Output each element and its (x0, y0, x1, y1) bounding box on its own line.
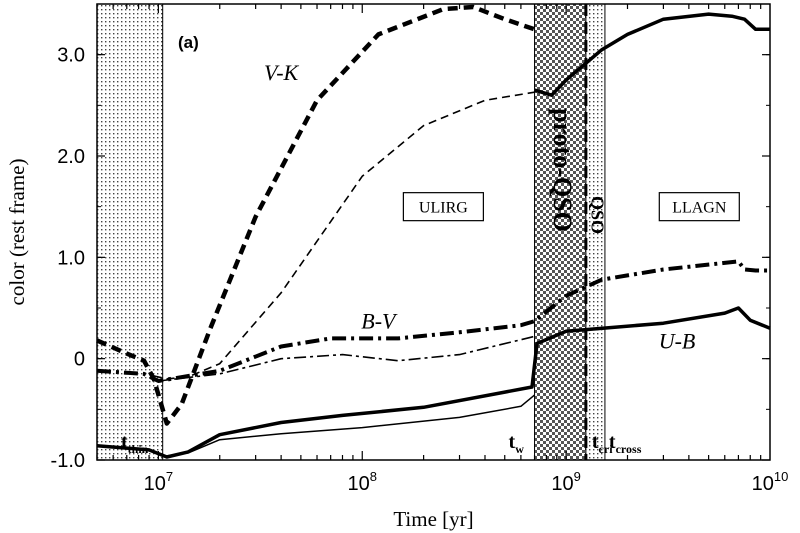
plot-border (96, 3, 771, 461)
series-label-u-b: U-B (659, 329, 696, 354)
x-axis-title: Time [yr] (393, 507, 473, 531)
series-line-unnamed-3 (158, 335, 535, 382)
y-tick-label: 3.0 (57, 45, 85, 67)
series-line-b-v (96, 259, 770, 383)
x-tick-label: 109 (551, 469, 580, 495)
y-axis-title: color (rest frame) (5, 159, 29, 306)
y-tick-label: -1.0 (51, 450, 85, 472)
series-line-unnamed-5 (166, 394, 535, 457)
time-marker-thin: tthin (121, 431, 149, 456)
series-line-unnamed-1 (153, 91, 535, 380)
time-marker-cri: tcri (592, 431, 613, 456)
chart-text: proto-QSO QSO 3.0 2.0 1.0 0 -1.0 107 108 109 1010 T… (5, 33, 788, 531)
series-label-v-k: V-K (264, 60, 300, 85)
shaded-regions (96, 3, 606, 461)
x-tick-label: 108 (348, 469, 377, 495)
annotation-label-ulirg: ULIRG (419, 200, 468, 217)
x-tick-label: 1010 (752, 469, 789, 495)
time-marker-w: tw (509, 431, 525, 456)
y-tick-label: 0 (74, 349, 85, 371)
annotation-box-ulirg (402, 192, 484, 222)
annotation-label-llagn: LLAGN (672, 200, 727, 217)
data-series (96, 4, 771, 460)
series-label-b-v: B-V (361, 308, 398, 333)
y-tick-label: 2.0 (57, 146, 85, 168)
panel-label: (a) (178, 33, 199, 52)
annotation-box-llagn (658, 192, 740, 222)
plot-frame (96, 3, 771, 461)
shaded-region-1 (534, 3, 587, 461)
x-tick-label: 107 (144, 469, 173, 495)
shaded-region-0 (96, 3, 164, 461)
y-tick-label: 1.0 (57, 247, 85, 269)
time-marker-cross: tcross (609, 431, 642, 456)
region-label-1: proto-QSO (548, 108, 577, 232)
series-line-unnamed-6 (534, 12, 770, 97)
region-label-2: QSO (587, 196, 607, 234)
series-line-v-k (96, 4, 536, 426)
